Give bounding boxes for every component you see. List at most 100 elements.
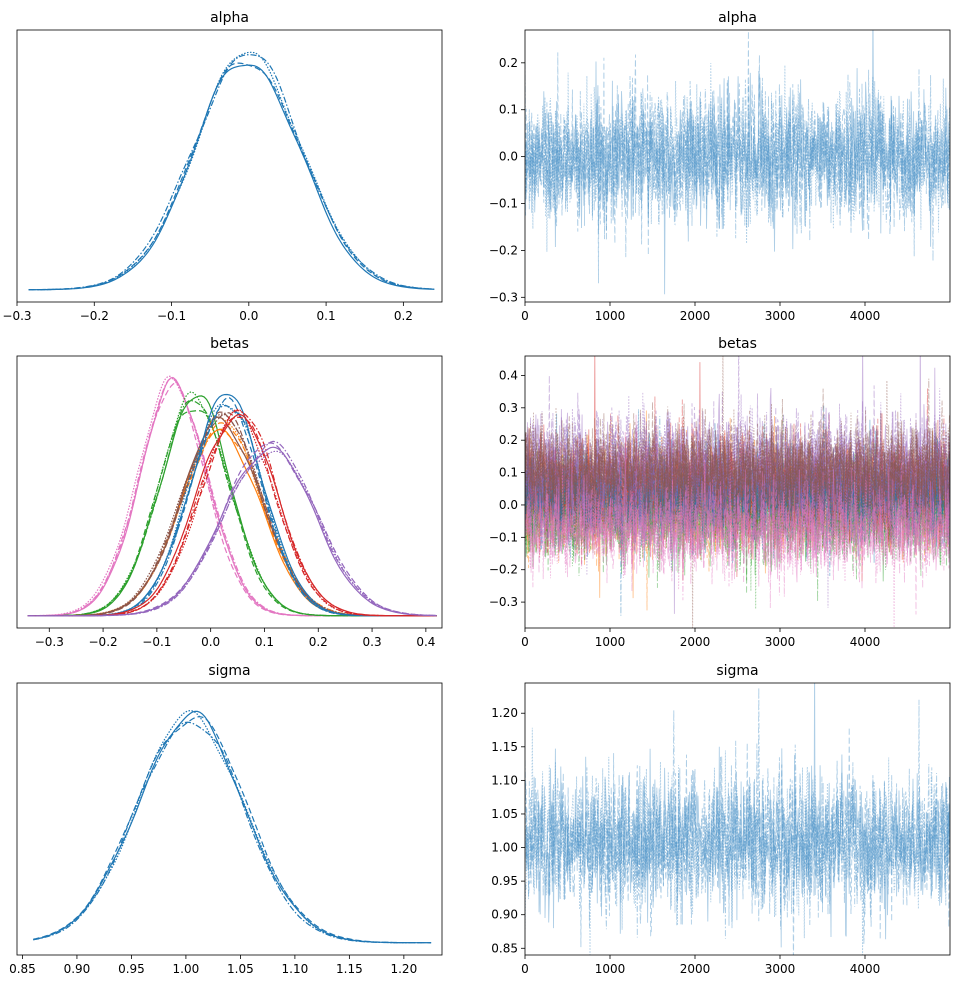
panel-kde-betas: betas −0.3 −0.2 −0.1 0.0 0.1 0.2 0.3 0.4 bbox=[16, 336, 443, 649]
trace-line-orange-chain-0 bbox=[525, 410, 950, 599]
x-tick-label: 2000 bbox=[680, 635, 711, 649]
trace-line-orange-chain-2 bbox=[525, 415, 950, 566]
kde-line-pink-chain-2 bbox=[27, 377, 437, 617]
kde-line-brown-chain-2 bbox=[27, 411, 437, 617]
trace-line-red-chain-2 bbox=[525, 388, 950, 565]
kde-line-blue-chain-3 bbox=[28, 51, 435, 291]
x-tick-label: −0.2 bbox=[89, 635, 118, 649]
kde-line-green-chain-3 bbox=[27, 391, 437, 617]
y-tick-label: 1.00 bbox=[491, 841, 518, 855]
trace-line-trace_blue-chain-1 bbox=[525, 31, 950, 284]
panel-title: sigma bbox=[208, 663, 250, 679]
x-tick-label: 3000 bbox=[765, 635, 796, 649]
plot-area bbox=[33, 709, 432, 944]
x-tick-label: −0.3 bbox=[2, 309, 31, 323]
x-tick-label: 0.2 bbox=[309, 635, 328, 649]
x-tick-label: 1.20 bbox=[390, 962, 417, 976]
y-tick-label: −0.1 bbox=[489, 197, 518, 211]
plot-area bbox=[27, 375, 437, 617]
kde-line-purple-chain-1 bbox=[27, 442, 437, 617]
x-tick-label: −0.2 bbox=[80, 309, 109, 323]
x-tick-label: 2000 bbox=[680, 962, 711, 976]
x-tick-label: 4000 bbox=[850, 309, 881, 323]
trace-line-red-chain-3 bbox=[525, 413, 950, 563]
plot-area bbox=[525, 356, 950, 628]
trace-line-trace_blue-chain-1 bbox=[525, 727, 950, 955]
trace-line-brown-chain-3 bbox=[525, 356, 950, 628]
kde-line-orange-chain-3 bbox=[27, 416, 437, 617]
axes-frame bbox=[16, 29, 443, 303]
kde-line-brown-chain-1 bbox=[27, 411, 437, 617]
x-tick-label: 1000 bbox=[595, 635, 626, 649]
y-tick-label: −0.2 bbox=[489, 243, 518, 257]
panel-title: betas bbox=[718, 336, 757, 352]
x-tick-label: 0.0 bbox=[201, 635, 220, 649]
panel-title: alpha bbox=[210, 10, 249, 26]
y-tick-label: 0.3 bbox=[499, 401, 518, 415]
panel-kde-sigma: sigma 0.85 0.90 0.95 1.00 1.05 1.10 1.15 1.20 bbox=[9, 663, 443, 976]
panel-trace-betas: betas −0.3 −0.2 −0.1 0.0 0.1 0.2 0.3 0.4 0 1000 200… bbox=[489, 336, 951, 649]
kde-line-orange-chain-2 bbox=[27, 428, 437, 617]
y-tick-label: 1.20 bbox=[491, 706, 518, 720]
x-tick-label: 1.00 bbox=[173, 962, 200, 976]
kde-line-green-chain-1 bbox=[27, 409, 437, 617]
y-tick-label: −0.3 bbox=[489, 595, 518, 609]
trace-line-trace_blue-chain-0 bbox=[525, 683, 950, 948]
x-tick-label: 0.1 bbox=[255, 635, 274, 649]
x-tick-label: 0 bbox=[521, 635, 529, 649]
y-tick-label: 1.05 bbox=[491, 807, 518, 821]
trace-line-purple-chain-1 bbox=[525, 375, 950, 553]
y-tick-label: 0.90 bbox=[491, 908, 518, 922]
y-tick-label: 0.95 bbox=[491, 874, 518, 888]
x-tick-label: 4000 bbox=[850, 635, 881, 649]
x-tick-label: 0.0 bbox=[239, 309, 258, 323]
axes-frame bbox=[524, 29, 951, 303]
y-tick-label: 0.2 bbox=[499, 433, 518, 447]
x-tick-label: 3000 bbox=[765, 309, 796, 323]
y-tick-label: 0.1 bbox=[499, 466, 518, 480]
kde-line-blue-chain-0 bbox=[28, 64, 435, 291]
y-tick-label: 0.0 bbox=[499, 498, 518, 512]
trace-line-green-chain-2 bbox=[525, 449, 950, 602]
trace-line-purple-chain-2 bbox=[525, 356, 950, 553]
kde-line-brown-chain-0 bbox=[27, 416, 437, 617]
trace-line-purple-chain-3 bbox=[525, 388, 950, 608]
panel-title: betas bbox=[210, 336, 249, 352]
trace-line-brown-chain-2 bbox=[525, 378, 950, 553]
trace-line-green-chain-1 bbox=[525, 454, 950, 594]
kde-line-blue-chain-3 bbox=[27, 403, 437, 617]
x-tick-label: 1.15 bbox=[336, 962, 363, 976]
panel-trace-sigma: sigma 0.85 0.90 0.95 1.00 1.05 1.10 1.15 1.20 0 10… bbox=[491, 663, 951, 976]
kde-line-red-chain-0 bbox=[27, 413, 437, 617]
y-tick-label: 0.85 bbox=[491, 941, 518, 955]
panel-trace-alpha: alpha −0.3 −0.2 −0.1 0.0 0.1 0.2 0 1000 2000 3000 4… bbox=[489, 10, 951, 323]
y-tick-label: −0.3 bbox=[489, 290, 518, 304]
trace-line-brown-chain-0 bbox=[525, 415, 950, 560]
y-tick-label: 1.15 bbox=[491, 740, 518, 754]
kde-line-blue-chain-2 bbox=[27, 404, 437, 617]
x-tick-label: −0.1 bbox=[142, 635, 171, 649]
trace-line-blue-chain-0 bbox=[525, 423, 950, 555]
x-tick-label: −0.1 bbox=[157, 309, 186, 323]
axes-frame bbox=[16, 355, 443, 629]
y-tick-label: −0.1 bbox=[489, 530, 518, 544]
kde-line-blue-chain-2 bbox=[33, 721, 432, 944]
kde-line-blue-chain-1 bbox=[28, 62, 435, 291]
x-tick-label: 1000 bbox=[595, 962, 626, 976]
kde-line-orange-chain-1 bbox=[27, 422, 437, 617]
plot-area bbox=[525, 30, 950, 295]
trace-line-brown-chain-1 bbox=[525, 388, 950, 537]
axes-frame bbox=[524, 682, 951, 956]
trace-line-green-chain-0 bbox=[525, 444, 950, 582]
y-tick-label: 0.4 bbox=[499, 368, 518, 382]
kde-line-brown-chain-3 bbox=[27, 413, 437, 617]
y-tick-label: −0.2 bbox=[489, 563, 518, 577]
trace-line-pink-chain-0 bbox=[525, 431, 950, 589]
kde-line-purple-chain-2 bbox=[27, 440, 437, 617]
trace-line-orange-chain-3 bbox=[525, 417, 950, 564]
kde-line-green-chain-0 bbox=[27, 395, 437, 617]
y-tick-label: 0.0 bbox=[499, 150, 518, 164]
y-tick-label: 0.2 bbox=[499, 56, 518, 70]
kde-line-blue-chain-3 bbox=[33, 709, 432, 944]
